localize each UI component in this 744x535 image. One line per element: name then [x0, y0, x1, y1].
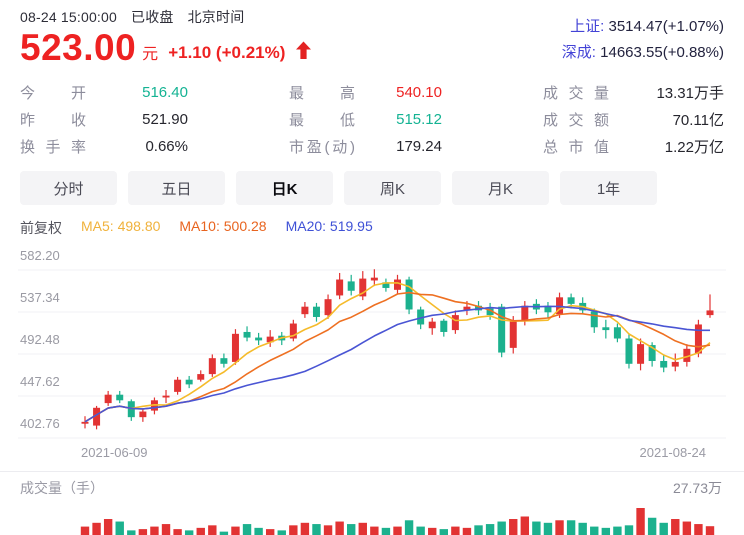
quote-left: 08-24 15:00:00 已收盘 北京时间 523.00 元 +1.10 (+0…	[20, 7, 312, 67]
stats-col-1: 今 开 516.40 昨 收 521.90 换手率 0.66%	[20, 79, 188, 160]
stat-amount-value: 70.11亿	[672, 112, 724, 129]
index-shanghai-label: 上证:	[570, 18, 609, 35]
timezone-label: 北京时间	[187, 9, 245, 25]
chart-legend: 前复权 MA5: 498.80 MA10: 500.28 MA20: 519.9…	[0, 205, 744, 238]
stat-pe-ratio-label: 市盈(动)	[289, 139, 355, 156]
legend-ma5: MA5: 498.80	[81, 218, 161, 234]
date-end: 2021-08-24	[639, 445, 707, 460]
volume-title: 成交量（手）	[20, 480, 104, 496]
price-change: +1.10 (+0.21%)	[168, 43, 286, 62]
time-row: 08-24 15:00:00 已收盘 北京时间	[20, 7, 312, 27]
stock-price: 523.00	[20, 27, 137, 68]
stat-market-cap: 总市值 1.22万亿	[543, 133, 724, 160]
stat-volume: 成交量 13.31万手	[543, 79, 724, 106]
y-axis-tick: 447.62	[20, 374, 60, 389]
index-shenzhen-value: 14663.55(+0.88%)	[600, 44, 724, 61]
quote-header: 08-24 15:00:00 已收盘 北京时间 523.00 元 +1.10 (+0…	[0, 0, 744, 67]
stat-volume-value: 13.31万手	[656, 85, 724, 102]
volume-max-label: 27.73万	[672, 480, 722, 496]
x-axis-dates: 2021-06-09 2021-08-24	[0, 445, 744, 462]
stat-high: 最 高 540.10	[289, 79, 442, 106]
legend-ma10: MA10: 500.28	[179, 218, 267, 234]
stat-turnover-rate: 换手率 0.66%	[20, 133, 188, 160]
stat-low-value: 515.12	[396, 111, 442, 128]
price-unit: 元	[142, 46, 159, 63]
stats-grid: 今 开 516.40 昨 收 521.90 换手率 0.66% 最 高 540.…	[0, 67, 744, 162]
stat-pe-ratio: 市盈(动) 179.24	[289, 133, 442, 160]
tab-monthly-k[interactable]: 月K	[452, 171, 549, 205]
period-tabs: 分时 五日 日K 周K 月K 1年	[0, 162, 744, 205]
market-indices: 上证: 3514.47(+1.07%) 深成: 14663.55(+0.88%)	[562, 7, 724, 67]
adjust-type-selector[interactable]: 前复权	[20, 220, 62, 236]
stat-low-label: 最 低	[289, 112, 355, 129]
kline-chart[interactable]: 582.20 537.34 492.48 447.62 402.76	[18, 242, 726, 440]
stat-prev-close-value: 521.90	[142, 111, 188, 128]
trade-time: 08-24 15:00:00	[20, 9, 117, 25]
stat-open-value: 516.40	[142, 84, 188, 101]
stat-amount: 成交额 70.11亿	[543, 106, 724, 133]
stat-turnover-rate-label: 换手率	[20, 139, 86, 156]
stat-market-cap-label: 总市值	[543, 139, 609, 156]
stat-turnover-rate-value: 0.66%	[145, 138, 188, 155]
stat-prev-close: 昨 收 521.90	[20, 106, 188, 133]
index-shenzhen-label: 深成:	[561, 44, 601, 61]
date-start: 2021-06-09	[81, 445, 148, 460]
legend-ma20: MA20: 519.95	[285, 218, 373, 234]
stat-high-value: 540.10	[396, 84, 442, 101]
arrow-up-icon	[295, 41, 312, 65]
tab-daily-k[interactable]: 日K	[236, 171, 333, 205]
stats-col-3: 成交量 13.31万手 成交额 70.11亿 总市值 1.22万亿	[543, 79, 724, 160]
stat-low: 最 低 515.12	[289, 106, 442, 133]
y-axis-tick: 582.20	[20, 248, 60, 263]
stat-market-cap-value: 1.22万亿	[664, 139, 724, 156]
stat-high-label: 最 高	[289, 85, 355, 102]
tab-five-day[interactable]: 五日	[128, 171, 225, 205]
index-shenzhen[interactable]: 深成: 14663.55(+0.88%)	[562, 40, 724, 66]
market-status: 已收盘	[131, 9, 174, 25]
tab-minute[interactable]: 分时	[20, 171, 117, 205]
stat-open: 今 开 516.40	[20, 79, 188, 106]
stat-volume-label: 成交量	[543, 85, 609, 102]
index-shanghai[interactable]: 上证: 3514.47(+1.07%)	[562, 14, 724, 40]
y-axis-tick: 537.34	[20, 290, 60, 305]
price-row: 523.00 元 +1.10 (+0.21%)	[20, 29, 312, 67]
volume-chart-area	[0, 500, 744, 535]
kline-chart-area: 582.20 537.34 492.48 447.62 402.76	[0, 238, 744, 445]
stat-open-label: 今 开	[20, 85, 86, 102]
stat-amount-label: 成交额	[543, 112, 609, 129]
index-shanghai-value: 3514.47(+1.07%)	[608, 18, 724, 35]
tab-weekly-k[interactable]: 周K	[344, 171, 441, 205]
volume-header: 成交量（手） 27.73万	[0, 471, 744, 500]
stats-col-2: 最 高 540.10 最 低 515.12 市盈(动) 179.24	[289, 79, 442, 160]
y-axis-tick: 492.48	[20, 332, 60, 347]
y-axis-tick: 402.76	[20, 416, 60, 431]
tab-one-year[interactable]: 1年	[560, 171, 657, 205]
stat-pe-ratio-value: 179.24	[396, 138, 442, 155]
volume-chart[interactable]	[18, 502, 726, 535]
stat-prev-close-label: 昨 收	[20, 112, 86, 129]
